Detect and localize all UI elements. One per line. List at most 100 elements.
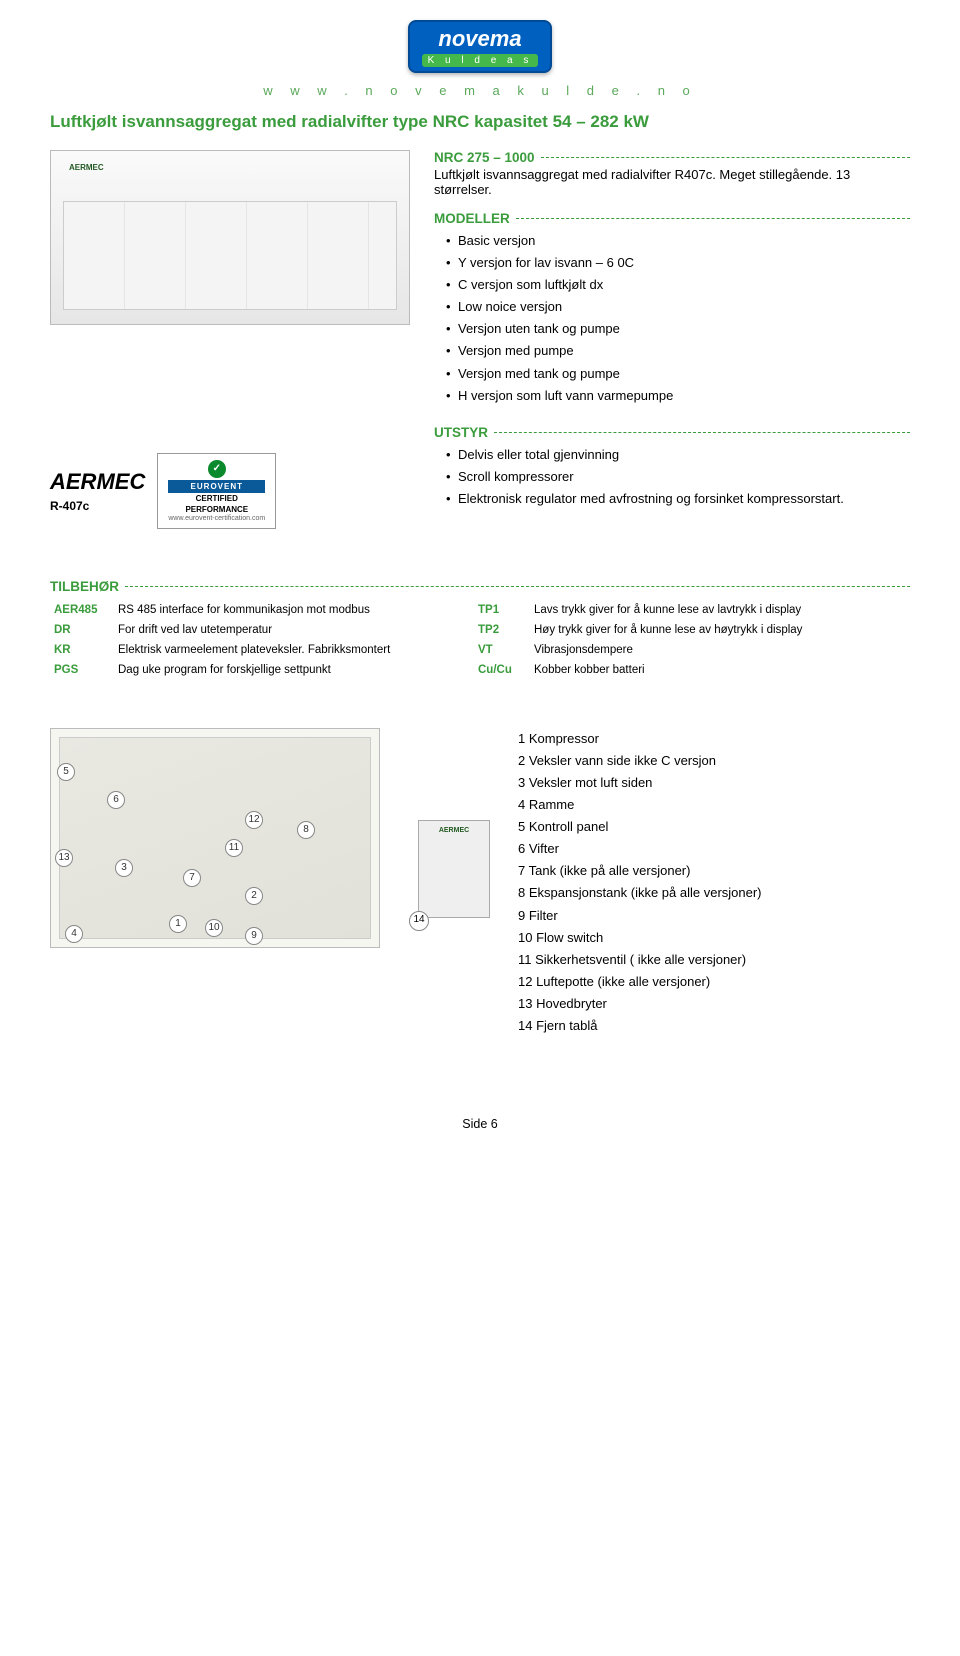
list-item: Basic versjon <box>446 230 910 252</box>
callout-6: 6 <box>107 791 125 809</box>
utstyr-list: Delvis eller total gjenvinningScroll kom… <box>434 444 910 510</box>
dashline <box>541 157 910 158</box>
component-line: 8 Ekspansjonstank (ikke på alle versjone… <box>518 882 762 904</box>
component-line: 12 Luftepotte (ikke alle versjoner) <box>518 971 762 993</box>
eurovent-badge: ✓ EUROVENT CERTIFIED PERFORMANCE www.eur… <box>157 453 276 529</box>
page: Luftkjølt isvannsaggregat med radialvift… <box>0 112 960 1171</box>
component-line: 6 Vifter <box>518 838 762 860</box>
header: novema K u l d e a s <box>0 0 960 77</box>
logo: novema K u l d e a s <box>408 20 553 73</box>
component-line: 2 Veksler vann side ikke C versjon <box>518 750 762 772</box>
cutaway-diagram: 56133712118211094 <box>50 728 380 948</box>
check-icon: ✓ <box>208 460 226 478</box>
callout-2: 2 <box>245 887 263 905</box>
component-line: 14 Fjern tablå <box>518 1015 762 1037</box>
intro-head: NRC 275 – 1000 <box>434 150 535 165</box>
callout-13: 13 <box>55 849 73 867</box>
r407-label: R-407c <box>50 499 145 513</box>
cutaway-unit <box>59 737 371 939</box>
list-item: Versjon med tank og pumpe <box>446 363 910 385</box>
acc-code: Cu/Cu <box>474 660 530 680</box>
dashline <box>516 218 910 219</box>
acc-code: AER485 <box>50 600 114 620</box>
tilbehor-table: AER485RS 485 interface for kommunikasjon… <box>50 600 910 680</box>
list-item: Elektronisk regulator med avfrostning og… <box>446 488 910 510</box>
component-line: 5 Kontroll panel <box>518 816 762 838</box>
component-list: 1 Kompressor2 Veksler vann side ikke C v… <box>518 728 762 1037</box>
table-row: DRFor drift ved lav utetemperaturTP2Høy … <box>50 620 910 640</box>
component-line: 3 Veksler mot luft siden <box>518 772 762 794</box>
list-item: Low noice versjon <box>446 296 910 318</box>
acc-desc: Kobber kobber batteri <box>530 660 910 680</box>
list-item: Y versjon for lav isvann – 6 0C <box>446 252 910 274</box>
list-item: Versjon med pumpe <box>446 340 910 362</box>
modeller-list: Basic versjonY versjon for lav isvann – … <box>434 230 910 407</box>
eurovent-top: EUROVENT <box>168 480 265 493</box>
badges-row: AERMEC R-407c ✓ EUROVENT CERTIFIED PERFO… <box>50 453 410 529</box>
page-footer: Side 6 <box>50 1117 910 1131</box>
logo-main: novema <box>422 26 539 52</box>
dashline <box>494 432 910 433</box>
dashline <box>125 586 910 587</box>
acc-desc: For drift ved lav utetemperatur <box>114 620 474 640</box>
list-item: H versjon som luft vann varmepumpe <box>446 385 910 407</box>
table-row: AER485RS 485 interface for kommunikasjon… <box>50 600 910 620</box>
component-line: 7 Tank (ikke på alle versjoner) <box>518 860 762 882</box>
utstyr-head: UTSTYR <box>434 425 488 440</box>
callout-11: 11 <box>225 839 243 857</box>
component-line: 9 Filter <box>518 905 762 927</box>
acc-code: DR <box>50 620 114 640</box>
eurovent-url: www.eurovent-certification.com <box>168 515 265 522</box>
product-photo: AERMEC <box>50 150 410 325</box>
page-title: Luftkjølt isvannsaggregat med radialvift… <box>50 112 910 132</box>
acc-code: PGS <box>50 660 114 680</box>
product-photo-label: AERMEC <box>69 163 104 172</box>
utstyr-row: AERMEC R-407c ✓ EUROVENT CERTIFIED PERFO… <box>50 425 910 529</box>
component-line: 10 Flow switch <box>518 927 762 949</box>
component-line: 4 Ramme <box>518 794 762 816</box>
utstyr-col: UTSTYR Delvis eller total gjenvinningScr… <box>434 425 910 529</box>
eurovent-mid1: CERTIFIED <box>168 493 265 504</box>
acc-desc: Dag uke program for forskjellige settpun… <box>114 660 474 680</box>
acc-desc: Høy trykk giver for å kunne lese av høyt… <box>530 620 910 640</box>
remote-panel: AERMEC <box>418 820 490 918</box>
tilbehor-head-row: TILBEHØR <box>50 579 910 594</box>
callout-9: 9 <box>245 927 263 945</box>
modeller-head-row: MODELLER <box>434 211 910 226</box>
diagram-row: 56133712118211094 AERMEC 1 Kompressor2 V… <box>50 728 910 1037</box>
list-item: Delvis eller total gjenvinning <box>446 444 910 466</box>
callout-10: 10 <box>205 919 223 937</box>
list-item: Versjon uten tank og pumpe <box>446 318 910 340</box>
url-line: w w w . n o v e m a k u l d e . n o <box>0 83 960 98</box>
acc-desc: RS 485 interface for kommunikasjon mot m… <box>114 600 474 620</box>
tilbehor-head: TILBEHØR <box>50 579 119 594</box>
acc-desc: Vibrasjonsdempere <box>530 640 910 660</box>
callout-5: 5 <box>57 763 75 781</box>
acc-code: VT <box>474 640 530 660</box>
utstyr-head-row: UTSTYR <box>434 425 910 440</box>
component-line: 11 Sikkerhetsventil ( ikke alle versjone… <box>518 949 762 971</box>
callout-7: 7 <box>183 869 201 887</box>
table-row: KRElektrisk varmeelement plateveksler. F… <box>50 640 910 660</box>
list-item: Scroll kompressorer <box>446 466 910 488</box>
modeller-head: MODELLER <box>434 211 510 226</box>
acc-desc: Elektrisk varmeelement plateveksler. Fab… <box>114 640 474 660</box>
logo-sub: K u l d e a s <box>422 54 539 67</box>
callout-3: 3 <box>115 859 133 877</box>
acc-code: KR <box>50 640 114 660</box>
table-row: PGSDag uke program for forskjellige sett… <box>50 660 910 680</box>
list-item: C versjon som luftkjølt dx <box>446 274 910 296</box>
intro-text-col: NRC 275 – 1000 Luftkjølt isvannsaggregat… <box>434 150 910 421</box>
acc-desc: Lavs trykk giver for å kunne lese av lav… <box>530 600 910 620</box>
aermec-badge: AERMEC R-407c <box>50 469 145 513</box>
aermec-logo: AERMEC <box>50 469 145 495</box>
callout-4: 4 <box>65 925 83 943</box>
component-line: 1 Kompressor <box>518 728 762 750</box>
intro-head-row: NRC 275 – 1000 <box>434 150 910 165</box>
eurovent-mid2: PERFORMANCE <box>168 504 265 515</box>
intro-row: AERMEC NRC 275 – 1000 Luftkjølt isvannsa… <box>50 150 910 421</box>
badges-col: AERMEC R-407c ✓ EUROVENT CERTIFIED PERFO… <box>50 425 410 529</box>
panel-brand: AERMEC <box>419 827 489 834</box>
acc-code: TP2 <box>474 620 530 640</box>
intro-para: Luftkjølt isvannsaggregat med radialvift… <box>434 167 910 197</box>
